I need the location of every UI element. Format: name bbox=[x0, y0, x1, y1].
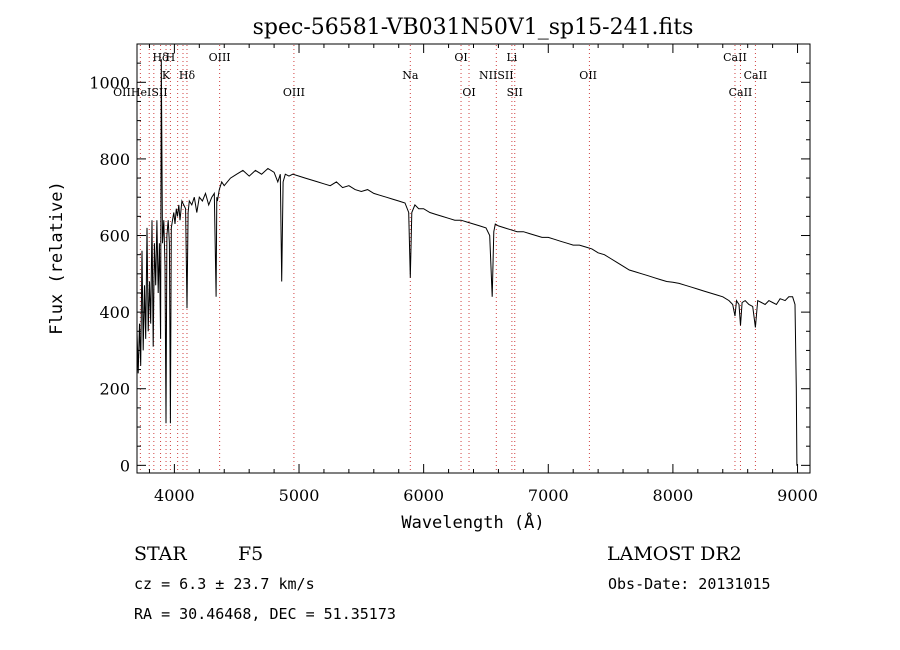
line-label: K bbox=[162, 69, 171, 82]
object-subclass: F5 bbox=[238, 543, 263, 565]
y-tick-label: 1000 bbox=[89, 73, 130, 92]
line-label: Li bbox=[506, 51, 517, 64]
redshift-text: cz = 6.3 ± 23.7 km/s bbox=[134, 575, 315, 593]
tick-group: 4000 5000 6000 7000 8000 9000 0 200 400 600 800 100… bbox=[89, 44, 818, 505]
line-label: NIISII bbox=[479, 69, 514, 82]
line-label: Na bbox=[402, 69, 419, 82]
line-label: OIII bbox=[283, 86, 305, 99]
y-tick-label: 0 bbox=[120, 456, 130, 475]
line-label: H bbox=[166, 51, 176, 64]
y-tick-label: 600 bbox=[99, 227, 130, 246]
line-label: OII bbox=[579, 69, 597, 82]
line-label: CaII bbox=[744, 69, 768, 82]
line-label: OIII bbox=[209, 51, 231, 64]
line-label: OI bbox=[454, 51, 467, 64]
line-label: CaII bbox=[729, 86, 753, 99]
y-tick-label: 400 bbox=[99, 303, 130, 322]
coordinates: RA = 30.46468, DEC = 51.35173 bbox=[134, 605, 396, 623]
axes-group bbox=[136, 43, 811, 474]
x-tick-label: 9000 bbox=[777, 486, 818, 505]
object-class: STAR bbox=[134, 543, 187, 565]
x-tick-label: 7000 bbox=[528, 486, 569, 505]
line-label: Hδ bbox=[152, 51, 169, 64]
obs-date: Obs-Date: 20131015 bbox=[608, 575, 771, 593]
y-tick-label: 800 bbox=[99, 150, 130, 169]
line-label: Hδ bbox=[179, 69, 196, 82]
line-label: OIIHeISII bbox=[113, 86, 167, 99]
spectral-line-markers: HδH OIII OI Li CaII K Hδ OIII Na NIISII OII CaII OII… bbox=[113, 45, 767, 472]
y-tick-label: 200 bbox=[99, 380, 130, 399]
x-axis-label: Wavelength (Å) bbox=[401, 511, 544, 533]
plot-frame bbox=[136, 43, 811, 474]
line-label: CaII bbox=[723, 51, 747, 64]
series-group bbox=[136, 59, 798, 466]
spectrum-series bbox=[136, 59, 798, 466]
y-axis-label: Flux (relative) bbox=[47, 181, 67, 335]
x-tick-label: 5000 bbox=[279, 486, 320, 505]
x-tick-label: 4000 bbox=[154, 486, 195, 505]
chart-title: spec-56581-VB031N50V1_sp15-241.fits bbox=[253, 15, 694, 40]
line-label: SII bbox=[507, 86, 523, 99]
survey-name: LAMOST DR2 bbox=[607, 543, 742, 565]
line-label: OI bbox=[462, 86, 475, 99]
x-tick-label: 8000 bbox=[653, 486, 694, 505]
x-tick-label: 6000 bbox=[403, 486, 444, 505]
